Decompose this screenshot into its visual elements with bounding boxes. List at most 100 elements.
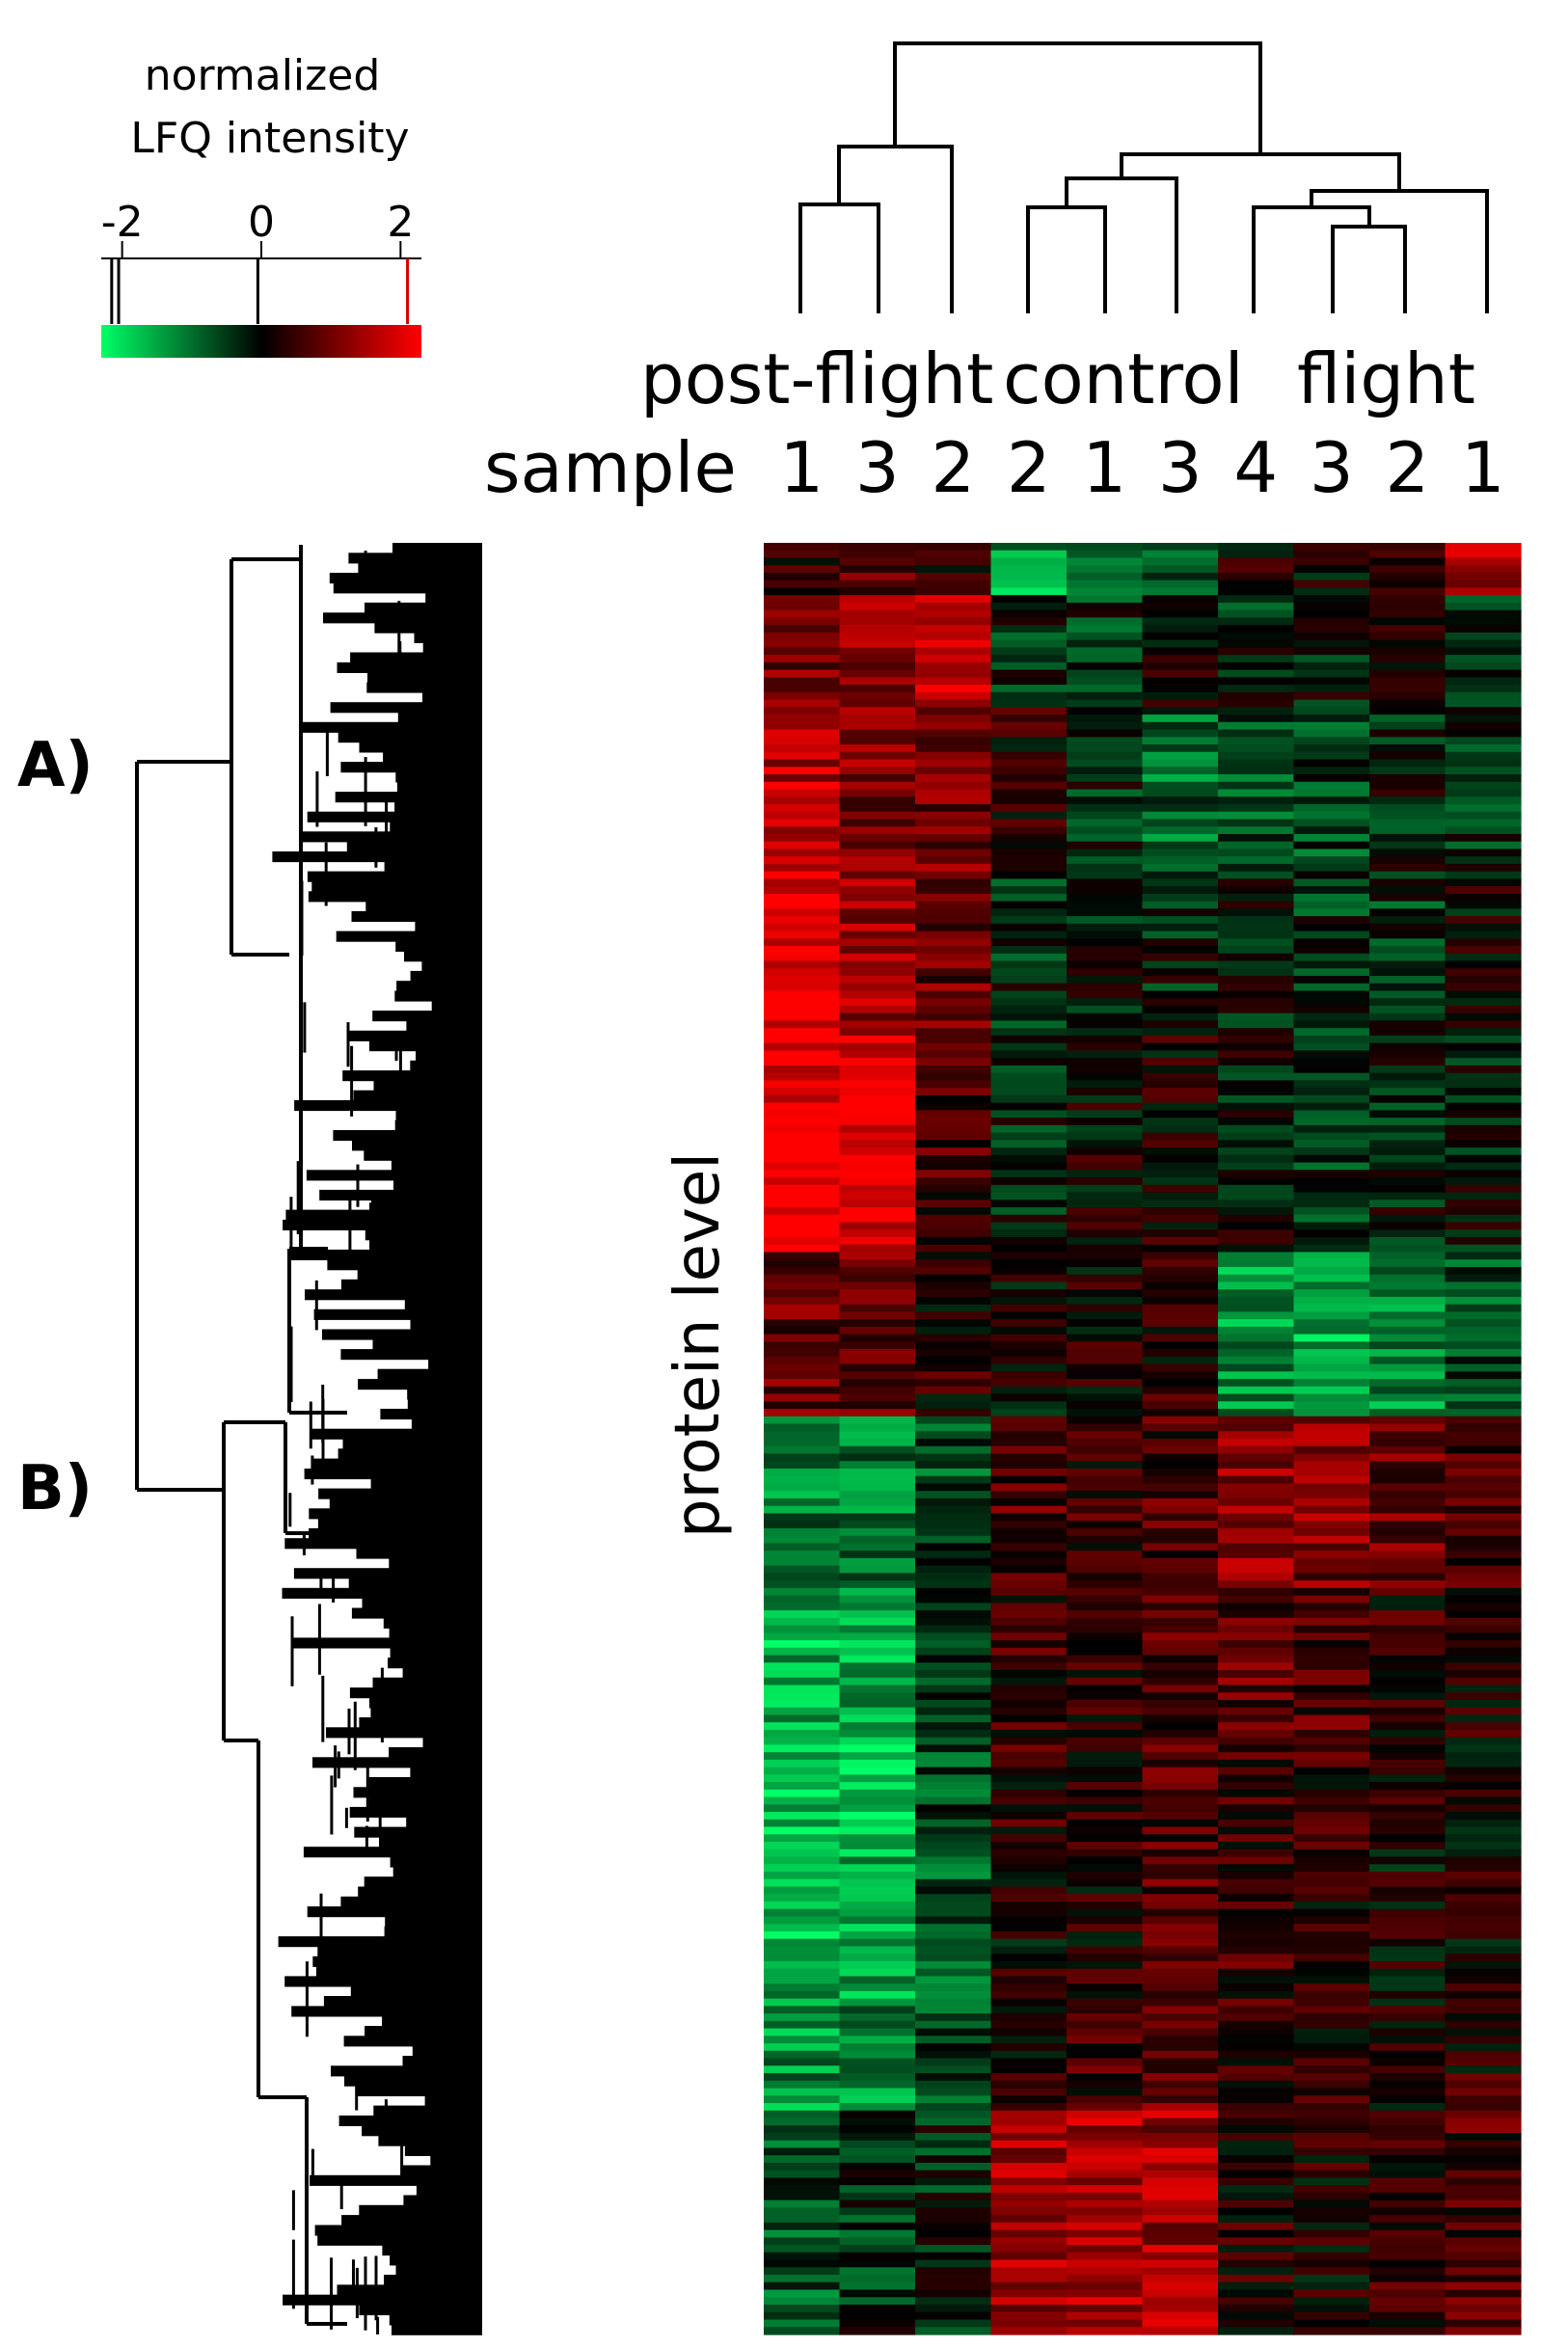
heatmap-cell — [1445, 655, 1522, 663]
heatmap-cell — [839, 923, 916, 932]
heatmap-cell — [915, 1894, 992, 1902]
heatmap-cell — [1218, 938, 1295, 947]
heatmap-cell — [1218, 2289, 1295, 2298]
heatmap-cell — [1293, 1379, 1370, 1388]
heatmap-cell — [764, 901, 841, 909]
heatmap-cell — [764, 1557, 841, 1567]
heatmap-cell — [1293, 1551, 1370, 1559]
heatmap-cell — [1293, 2229, 1370, 2238]
heatmap-cell — [1142, 849, 1219, 857]
row-dendrogram-leaf — [358, 1379, 482, 1390]
heatmap-cell — [764, 2013, 841, 2022]
row-dendrogram-leaf — [372, 1011, 482, 1022]
heatmap-cell — [915, 1557, 992, 1567]
heatmap-cell — [1067, 737, 1144, 745]
heatmap-cell — [1369, 960, 1446, 969]
heatmap-cell — [1445, 2319, 1522, 2328]
heatmap-cell — [1369, 691, 1446, 701]
heatmap-cell — [1445, 1842, 1522, 1850]
heatmap-cell — [1293, 953, 1370, 962]
heatmap-cell — [915, 2006, 992, 2014]
heatmap-cell — [1445, 1767, 1522, 1775]
heatmap-cell — [839, 833, 916, 843]
heatmap-cell — [990, 990, 1068, 999]
heatmap-cell — [764, 990, 841, 999]
heatmap-cell — [1142, 1379, 1219, 1388]
heatmap-cell — [1142, 2177, 1219, 2186]
heatmap-cell — [764, 2275, 841, 2283]
row-dendrogram-leaf — [341, 2215, 482, 2226]
heatmap-cell — [1142, 2155, 1219, 2164]
heatmap-cell — [915, 2013, 992, 2022]
heatmap-cell — [1293, 1699, 1370, 1709]
heatmap-cell — [839, 1521, 916, 1529]
heatmap-cell — [1369, 1386, 1446, 1395]
heatmap-cell — [1218, 2065, 1295, 2074]
heatmap-cell — [1369, 543, 1446, 552]
heatmap-cell — [839, 878, 916, 887]
heatmap-cell — [915, 2267, 992, 2276]
heatmap-cell — [1445, 1521, 1522, 1529]
heatmap-cell — [1142, 1483, 1219, 1492]
heatmap-cell — [915, 580, 992, 589]
heatmap-cell — [839, 1916, 916, 1925]
heatmap-cell — [1369, 893, 1446, 903]
heatmap-cell — [1142, 2170, 1219, 2179]
heatmap-cell — [764, 1401, 841, 1410]
row-dendrogram-leaf — [421, 960, 482, 972]
row-dendrogram-leaf — [348, 553, 482, 564]
heatmap-cell — [1293, 1386, 1370, 1395]
heatmap-cell — [1445, 908, 1522, 917]
heatmap-cell — [990, 1453, 1068, 1462]
heatmap-cell — [1142, 759, 1219, 768]
heatmap-cell — [839, 1192, 916, 1200]
heatmap-cell — [1369, 1072, 1446, 1081]
heatmap-cell — [1293, 1334, 1370, 1342]
heatmap-cell — [764, 1020, 841, 1029]
heatmap-cell — [764, 655, 841, 663]
row-dendrogram-leaf — [326, 1727, 482, 1739]
heatmap-cell — [1445, 1296, 1522, 1306]
row-dendrogram-leaf — [357, 2085, 482, 2096]
row-dendrogram-leaf — [368, 1040, 482, 1052]
heatmap-cell — [1218, 1878, 1295, 1888]
heatmap-cell — [1445, 1707, 1522, 1716]
heatmap-cell — [1369, 2073, 1446, 2082]
heatmap-cell — [839, 1812, 916, 1821]
heatmap-cell — [1445, 1304, 1522, 1312]
heatmap-cell — [839, 841, 916, 850]
heatmap-cell — [764, 1184, 841, 1194]
heatmap-cell — [839, 729, 916, 738]
heatmap-cell — [839, 1535, 916, 1544]
heatmap-cell — [764, 953, 841, 962]
heatmap-cell — [1369, 572, 1446, 581]
heatmap-cell — [1067, 1767, 1144, 1775]
heatmap-cell — [1445, 990, 1522, 999]
heatmap-cell — [915, 1497, 992, 1507]
heatmap-cell — [1369, 2103, 1446, 2112]
column-dendrogram — [798, 41, 1489, 313]
heatmap-cell — [1293, 1236, 1370, 1246]
heatmap-cell — [1067, 1617, 1144, 1627]
heatmap-cell — [1293, 1461, 1370, 1470]
heatmap-cell — [1142, 908, 1219, 917]
heatmap-cell — [1142, 2065, 1219, 2074]
heatmap-cell — [1067, 2192, 1144, 2201]
heatmap-cell — [1142, 625, 1219, 634]
heatmap-cell — [764, 1737, 841, 1746]
heatmap-cell — [1369, 2132, 1446, 2142]
row-dendrogram-leaf — [384, 1926, 482, 1937]
heatmap-cell — [839, 1065, 916, 1074]
heatmap-cell — [1369, 1304, 1446, 1312]
heatmap-cell — [1067, 1894, 1144, 1902]
heatmap-cell — [839, 803, 916, 813]
heatmap-cell — [990, 1587, 1068, 1597]
heatmap-cell — [915, 1647, 992, 1657]
heatmap-cell — [764, 2118, 841, 2126]
heatmap-cell — [764, 931, 841, 939]
heatmap-cell — [764, 1439, 841, 1447]
heatmap-cell — [1445, 2297, 1522, 2306]
heatmap-cell — [990, 916, 1068, 925]
heatmap-cell — [1445, 669, 1522, 678]
heatmap-cell — [1142, 1080, 1219, 1089]
